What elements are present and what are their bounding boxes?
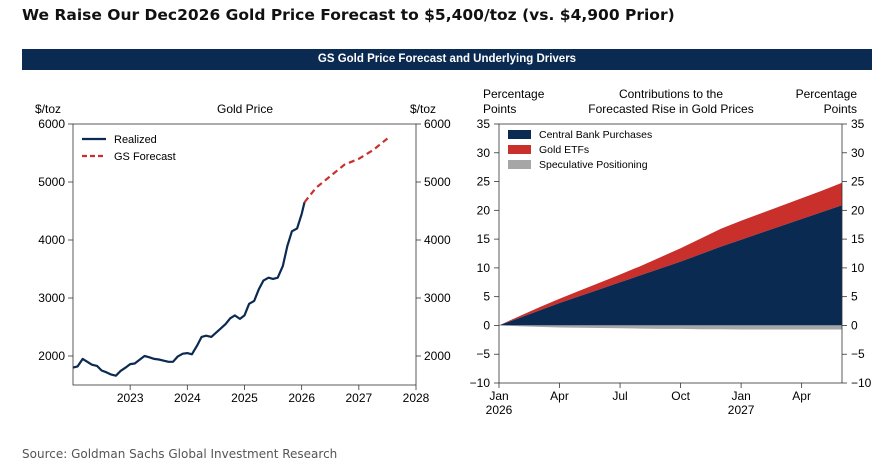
right-xtick-label: Oct xyxy=(671,389,690,403)
right-legend-label: Gold ETFs xyxy=(539,144,589,156)
right-ylabel-right-line2: Points xyxy=(824,102,857,116)
left-ytick-label-right: 5000 xyxy=(424,175,451,189)
left-ytick-label-left: 4000 xyxy=(38,233,65,247)
left-plot-frame xyxy=(72,123,417,386)
right-ylabel-right-line1: Percentage xyxy=(796,87,858,101)
headline: We Raise Our Dec2026 Gold Price Forecast… xyxy=(22,6,675,24)
right-ytick-label-right: 15 xyxy=(851,232,865,246)
right-ytick-label-left: 0 xyxy=(483,318,490,332)
right-xtick-label: Jan xyxy=(731,389,750,403)
right-legend-swatch xyxy=(508,130,531,139)
right-legend-swatch xyxy=(508,145,531,154)
forecast-line xyxy=(303,137,389,203)
right-ytick-label-left: 20 xyxy=(477,203,491,217)
right-ytick-label-right: −5 xyxy=(851,347,865,361)
right-xtick-label: Apr xyxy=(550,389,569,403)
gold-etfs-area xyxy=(499,182,842,326)
right-ytick-label-left: 10 xyxy=(477,261,491,275)
right-ytick-label-left: 15 xyxy=(477,232,491,246)
right-ytick-label-right: 35 xyxy=(851,117,865,131)
left-legend-label: GS Forecast xyxy=(114,151,176,163)
right-xtick-label: Jan xyxy=(489,389,508,403)
right-ytick-label-left: −5 xyxy=(476,347,490,361)
right-ytick-label-right: 10 xyxy=(851,261,865,275)
gold-price-chart: 2000 2000 3000 3000 4000 4000 5000 5000 6000 6000… xyxy=(38,117,451,405)
right-ytick-label-left: 35 xyxy=(477,117,491,131)
right-ytick-label-right: 25 xyxy=(851,175,865,189)
left-ylabel-left: $/toz xyxy=(35,102,61,116)
left-ytick-label-right: 3000 xyxy=(424,291,451,305)
right-xtick-label: Jul xyxy=(612,389,627,403)
left-xtick-label: 2025 xyxy=(231,391,258,405)
central-bank-area xyxy=(499,205,842,326)
left-ylabel-right: $/toz xyxy=(410,102,436,116)
right-ytick-label-left: 30 xyxy=(477,146,491,160)
source-note: Source: Goldman Sachs Global Investment … xyxy=(22,447,338,461)
right-ytick-label-left: 5 xyxy=(483,290,490,304)
left-ytick-label-right: 6000 xyxy=(424,117,451,131)
chart-banner: GS Gold Price Forecast and Underlying Dr… xyxy=(22,49,872,70)
right-ytick-label-right: 0 xyxy=(851,318,858,332)
left-ytick-label-left: 5000 xyxy=(38,175,65,189)
left-xtick-label: 2027 xyxy=(345,391,372,405)
right-title-line2: Forecasted Rise in Gold Prices xyxy=(588,102,753,116)
left-ytick-label-left: 6000 xyxy=(38,117,65,131)
right-legend-swatch xyxy=(508,160,531,169)
right-ytick-label-left: 25 xyxy=(477,175,491,189)
right-xtick-label: Apr xyxy=(792,389,811,403)
left-xtick-label: 2028 xyxy=(403,391,430,405)
right-xtick-year: 2027 xyxy=(728,403,755,417)
contributions-chart: −10 −10 −5 −5 0 0 5 5 10 10 15 15 20 20 25 25 30 30 35 35 Ja… xyxy=(470,117,872,417)
right-ytick-label-right: 5 xyxy=(851,290,858,304)
left-xtick-label: 2023 xyxy=(117,391,144,405)
right-xtick-year: 2026 xyxy=(486,403,513,417)
right-legend-label: Central Bank Purchases xyxy=(539,129,652,141)
right-plot-frame xyxy=(498,123,843,384)
left-chart-title: Gold Price xyxy=(217,102,273,116)
right-ylabel-left-line1: Percentage xyxy=(483,87,545,101)
right-ytick-label-right: 20 xyxy=(851,203,865,217)
left-xtick-label: 2026 xyxy=(288,391,315,405)
left-legend-label: Realized xyxy=(114,134,157,146)
right-legend-label: Speculative Positioning xyxy=(539,159,648,171)
right-ytick-label-right: 30 xyxy=(851,146,865,160)
right-ytick-label-right: −10 xyxy=(851,376,872,390)
right-ylabel-left-line2: Points xyxy=(483,102,516,116)
right-title-line1: Contributions to the xyxy=(619,87,723,101)
realized-line xyxy=(72,202,306,377)
left-ytick-label-right: 2000 xyxy=(424,349,451,363)
left-ytick-label-left: 2000 xyxy=(38,349,65,363)
right-ytick-label-left: −10 xyxy=(470,376,491,390)
left-ytick-label-right: 4000 xyxy=(424,233,451,247)
left-ytick-label-left: 3000 xyxy=(38,291,65,305)
speculative-area xyxy=(499,325,842,330)
left-xtick-label: 2024 xyxy=(174,391,201,405)
